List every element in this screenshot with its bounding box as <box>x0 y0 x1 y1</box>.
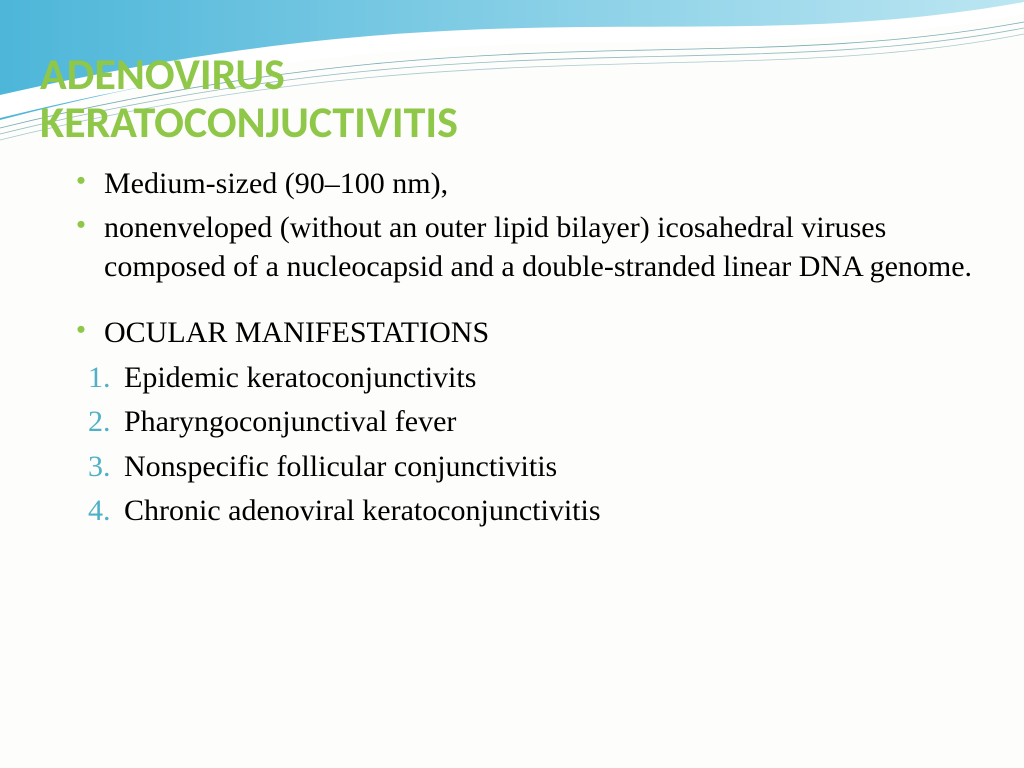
bullet-text: OCULAR MANIFESTATIONS <box>104 316 489 349</box>
numbered-item: Epidemic keratoconjunctivits <box>88 359 984 397</box>
bullet-item: Medium-sized (90–100 nm), <box>70 165 984 203</box>
numbered-list: Epidemic keratoconjunctivits Pharyngocon… <box>40 359 984 531</box>
slide-content: ADENOVIRUS KERATOCONJUCTIVITIS Medium-si… <box>0 0 1024 576</box>
bullet-item: nonenveloped (without an outer lipid bil… <box>70 209 984 286</box>
bullet-list: Medium-sized (90–100 nm), nonenveloped (… <box>40 165 984 286</box>
numbered-text: Pharyngoconjunctival fever <box>124 405 456 438</box>
numbered-text: Nonspecific follicular conjunctivitis <box>124 450 557 483</box>
numbered-text: Chronic adenoviral keratoconjunctivitis <box>124 494 601 527</box>
numbered-item: Chronic adenoviral keratoconjunctivitis <box>88 492 984 530</box>
spacer <box>40 292 984 314</box>
bullet-text: Medium-sized (90–100 nm), <box>104 167 448 200</box>
bullet-text: nonenveloped (without an outer lipid bil… <box>104 211 972 282</box>
numbered-item: Pharyngoconjunctival fever <box>88 403 984 441</box>
numbered-item: Nonspecific follicular conjunctivitis <box>88 448 984 486</box>
slide-title: ADENOVIRUS KERATOCONJUCTIVITIS <box>40 50 984 147</box>
title-line-1: ADENOVIRUS <box>40 47 285 101</box>
bullet-list: OCULAR MANIFESTATIONS <box>40 314 984 352</box>
bullet-item: OCULAR MANIFESTATIONS <box>70 314 984 352</box>
numbered-text: Epidemic keratoconjunctivits <box>124 361 476 394</box>
title-line-2: KERATOCONJUCTIVITIS <box>40 95 458 149</box>
